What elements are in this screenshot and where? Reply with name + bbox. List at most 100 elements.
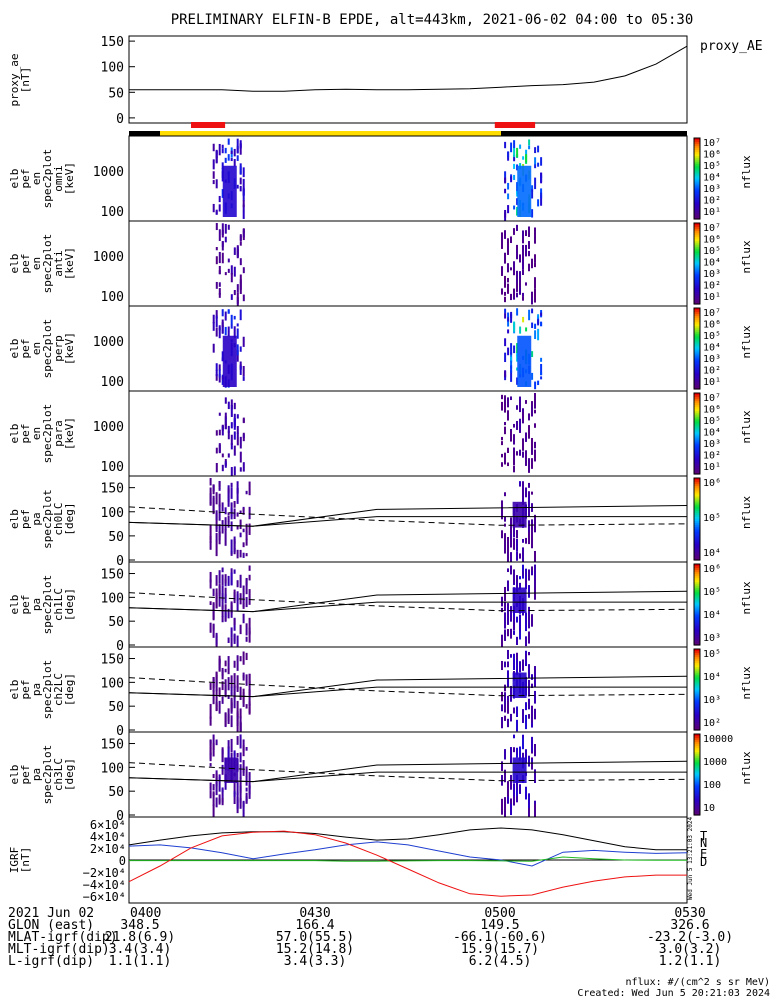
flux-pixel — [528, 467, 530, 473]
colorbar-cell — [694, 326, 700, 329]
y-tick-label: 100 — [101, 460, 124, 475]
flux-pixel — [227, 714, 230, 725]
flux-pixel — [221, 681, 224, 691]
flux-pixel — [534, 227, 536, 239]
tick-row-value: 1.2(1.1) — [659, 954, 722, 969]
flux-pixel — [236, 752, 239, 758]
flux-pixel — [233, 501, 236, 508]
ylabel-line: [keV] — [63, 332, 76, 365]
flux-pixel — [504, 252, 506, 264]
flux-pixel — [501, 237, 503, 248]
flux-pixel — [534, 254, 536, 263]
colorbar-cell — [694, 756, 700, 759]
flux-pixel — [230, 272, 233, 283]
flux-pixel — [525, 432, 527, 442]
flux-pixel — [221, 585, 224, 601]
flux-pixel — [233, 413, 236, 422]
flux-pixel — [215, 223, 218, 231]
flux-pixel — [221, 567, 224, 573]
flux-pixel — [239, 467, 242, 472]
flux-pixel — [507, 151, 510, 158]
flux-pixel — [239, 656, 242, 662]
ylabel-line: pef — [19, 680, 32, 700]
flux-pixel — [221, 376, 224, 380]
flux-pixel — [525, 714, 527, 730]
colorbar-tick: 10⁷ — [703, 138, 721, 149]
flux-pixel — [239, 686, 242, 700]
colorbar-cell — [694, 439, 700, 443]
flux-pixel — [239, 140, 242, 149]
flux-pixel — [218, 487, 221, 491]
igrf-ylabel: IGRF[nT] — [8, 847, 32, 874]
flux-pixel — [534, 587, 536, 600]
flux-pixel — [513, 288, 515, 294]
colorbar-cell — [694, 691, 700, 695]
time-label: 0530 — [674, 906, 705, 921]
flux-pixel — [507, 649, 509, 660]
colorbar-cell — [694, 693, 700, 697]
flux-pixel — [218, 570, 221, 584]
colorbar-cell — [694, 671, 700, 674]
tick-row-label: MLT-igrf(dip) — [8, 942, 110, 957]
colorbar-cell — [694, 794, 700, 798]
flux-pixel — [507, 329, 510, 334]
flux-pixel — [525, 154, 528, 163]
flux-pixel — [513, 292, 515, 297]
flux-pixel — [522, 235, 524, 244]
flux-pixel — [510, 713, 512, 722]
y-tick-label: 100 — [101, 761, 124, 776]
flux-pixel — [236, 713, 239, 726]
flux-core — [517, 165, 532, 217]
flux-pixel — [221, 425, 224, 436]
flux-pixel — [516, 191, 519, 197]
flux-pixel — [221, 520, 224, 525]
flux-pixel — [245, 623, 248, 628]
colorbar-cell — [694, 752, 700, 755]
colorbar-cell — [694, 719, 700, 723]
colorbar-cell — [694, 484, 700, 487]
flux-pixel — [516, 541, 518, 552]
colorbar-cell — [694, 255, 700, 259]
flux-pixel — [233, 633, 236, 644]
flux-pixel — [513, 538, 515, 550]
colorbar-cell — [694, 792, 700, 796]
colorbar-label: nflux — [740, 325, 753, 358]
flux-pixel — [516, 147, 519, 158]
ylabel-line: elb — [8, 339, 21, 359]
flux-pixel — [218, 412, 221, 416]
pa_ch0-panel: 150 100 50 0 — [101, 475, 688, 569]
flux-pixel — [239, 764, 242, 780]
flux-pixel — [236, 792, 239, 810]
flux-pixel — [212, 588, 215, 597]
flux-pixel — [522, 316, 525, 323]
colorbar-tick: 10³ — [703, 633, 721, 644]
colorbar-cell — [694, 602, 700, 606]
colorbar-cell — [694, 330, 700, 333]
flux-pixel — [233, 158, 236, 167]
flux-pixel — [513, 616, 515, 630]
flux-pixel — [510, 365, 513, 373]
flux-pixel — [236, 248, 239, 259]
flux-pixel — [236, 184, 239, 189]
colorbar-cell — [694, 616, 700, 620]
colorbar-cell — [694, 510, 700, 514]
colorbar-cell — [694, 681, 700, 685]
flux-pixel — [227, 453, 230, 458]
colorbar-tick: 10⁴ — [703, 548, 721, 559]
colorbar-cell — [694, 312, 700, 315]
igrf-D-line — [128, 830, 687, 897]
colorbar-cell — [694, 610, 700, 614]
flux-pixel — [513, 707, 515, 714]
units-note: nflux: #/(cm^2 s sr MeV) — [626, 977, 771, 988]
flux-pixel — [528, 435, 530, 439]
ylabel-line: ch3LC — [52, 758, 65, 791]
flux-pixel — [504, 540, 506, 554]
flux-pixel — [531, 308, 534, 314]
colorbar-cell — [694, 253, 700, 256]
pa_ch1-colorbar: 10⁶ 10⁵ 10⁴ 10³ nflux — [693, 563, 753, 646]
flux-pixel — [221, 374, 224, 385]
colorbar-cell — [694, 746, 700, 749]
flux-pixel — [528, 495, 530, 508]
flux-pixel — [209, 579, 212, 583]
